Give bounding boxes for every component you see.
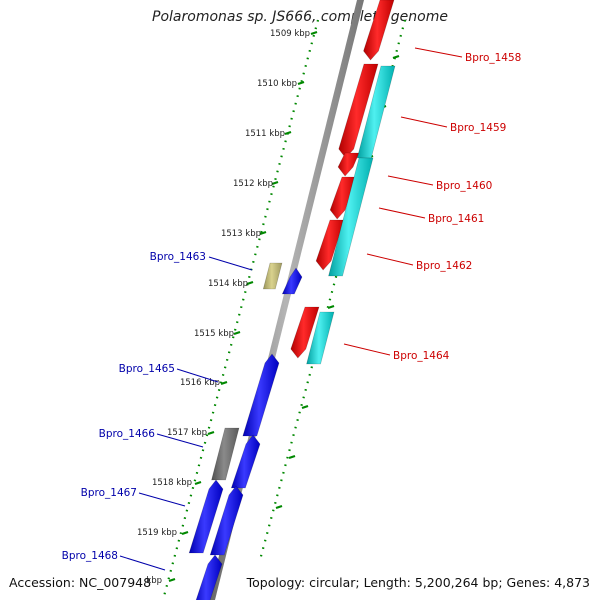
gene-label-reverse[interactable]: Bpro_1466 (99, 428, 156, 440)
gene-label-reverse[interactable]: Bpro_1467 (81, 487, 137, 499)
gene-arrow-bpro-1467 (188, 479, 224, 554)
leader-line (208, 256, 253, 271)
tick-label: 1511 kbp (245, 129, 285, 139)
gene-arrow-bpro-1458 (363, 0, 395, 61)
leader-line (387, 175, 434, 186)
tick-label: 1513 kbp (221, 229, 261, 239)
tick-mark (288, 454, 296, 460)
leader-line (366, 253, 414, 266)
tick-label: 1510 kbp (257, 79, 297, 89)
tick-label: 1512 kbp (233, 179, 273, 189)
gene-arrow-bpro-1465 (242, 353, 280, 437)
tick-label: kbp (146, 576, 162, 586)
gene-arrow-bpro-1460 (337, 152, 360, 177)
leader-line (119, 555, 166, 571)
tick-mark (259, 230, 267, 236)
gene-label-reverse[interactable]: Bpro_1465 (119, 363, 175, 375)
left-tick-track (161, 19, 320, 600)
tick-label: 1515 kbp (194, 329, 234, 339)
leader-line (414, 47, 463, 58)
tick-label: 1514 kbp (208, 279, 248, 289)
gene-arrow-bpro-1461 (329, 176, 357, 220)
tick-mark (207, 430, 215, 436)
leader-line (138, 492, 186, 507)
gene-arrow-bpro-1467b (209, 485, 244, 556)
tick-label: 1518 kbp (152, 478, 192, 488)
gene-label-forward[interactable]: Bpro_1460 (436, 180, 492, 192)
tick-mark (275, 504, 283, 510)
gene-label-forward[interactable]: Bpro_1462 (416, 260, 472, 272)
tick-label: 1519 kbp (137, 528, 177, 538)
tick-mark (233, 330, 241, 336)
leader-line (176, 368, 219, 383)
tick-mark (181, 530, 189, 536)
leader-line (343, 343, 391, 356)
tick-mark (284, 130, 292, 136)
gene-arrow-bpro-1468 (195, 554, 223, 600)
gene-group (188, 0, 396, 600)
tick-mark (271, 180, 279, 186)
gene-arrow-bpro-1464 (290, 306, 320, 359)
gene-arrow-bpro-1466 (230, 434, 261, 489)
tick-mark (220, 380, 228, 386)
topology-text: Topology: circular; Length: 5,200,264 bp… (246, 575, 590, 590)
gene-label-group: Bpro_1458 Bpro_1459 Bpro_1460 Bpro_1461 Bpro… (62, 47, 521, 571)
tick-mark (310, 30, 318, 36)
tick-mark (392, 54, 400, 60)
cds-block-bpro-1462 (328, 157, 374, 277)
leader-line (400, 116, 448, 128)
gene-label-forward[interactable]: Bpro_1458 (465, 52, 521, 64)
tick-mark (297, 80, 305, 86)
gene-label-forward[interactable]: Bpro_1461 (428, 213, 484, 225)
tick-label: 1516 kbp (180, 378, 220, 388)
gene-label-forward[interactable]: Bpro_1464 (393, 350, 450, 362)
tick-mark (301, 404, 309, 410)
leader-line (378, 207, 426, 219)
gene-label-forward[interactable]: Bpro_1459 (450, 122, 506, 134)
accession-text: Accession: NC_007948 (9, 575, 152, 590)
gene-block-bpro-1466-gray (211, 427, 240, 481)
gene-arrow-bpro-1462 (315, 219, 345, 271)
gene-block-bpro-1463-khaki (262, 262, 283, 290)
tick-label: 1517 kbp (167, 428, 207, 438)
gene-arrow-bpro-1463 (281, 267, 303, 295)
leader-line (156, 433, 204, 448)
tick-mark (168, 577, 176, 583)
tick-label: 1509 kbp (270, 29, 310, 39)
tick-mark (327, 304, 335, 310)
gene-label-reverse[interactable]: Bpro_1468 (62, 550, 118, 562)
tick-mark (246, 280, 254, 286)
cds-block-bpro-1464 (306, 311, 335, 365)
gene-label-reverse[interactable]: Bpro_1463 (150, 251, 206, 263)
tick-mark (194, 480, 202, 486)
